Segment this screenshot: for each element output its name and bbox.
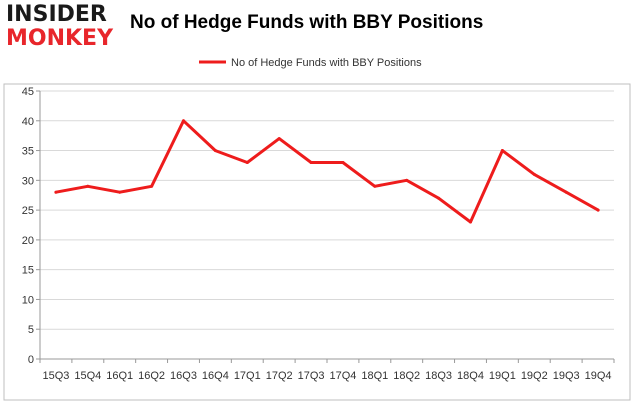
y-tick-label-15: 15 bbox=[22, 265, 34, 277]
x-tick-label-18Q2: 18Q2 bbox=[393, 370, 420, 382]
y-tick-label-0: 0 bbox=[28, 354, 34, 366]
data-point-17Q1 bbox=[245, 160, 249, 164]
data-point-17Q2 bbox=[277, 137, 281, 141]
y-tick-label-35: 35 bbox=[22, 146, 34, 158]
x-tick-label-18Q4: 18Q4 bbox=[457, 370, 484, 382]
x-tick-label-15Q3: 15Q3 bbox=[42, 370, 69, 382]
x-tick-label-16Q4: 16Q4 bbox=[202, 370, 229, 382]
data-point-15Q4 bbox=[86, 184, 90, 188]
x-tick-label-19Q3: 19Q3 bbox=[553, 370, 580, 382]
legend-label: No of Hedge Funds with BBY Positions bbox=[231, 57, 422, 69]
x-tick-label-16Q1: 16Q1 bbox=[106, 370, 133, 382]
plot-frame bbox=[3, 83, 631, 401]
x-tick-label-16Q3: 16Q3 bbox=[170, 370, 197, 382]
data-point-15Q3 bbox=[54, 190, 58, 194]
x-axis-ticks: 15Q3 15Q4 16Q1 16Q2 16Q3 16Q4 17Q1 17Q2 17Q3 17Q4… bbox=[39, 359, 615, 382]
x-tick-label-17Q1: 17Q1 bbox=[234, 370, 261, 382]
y-tick-label-25: 25 bbox=[22, 205, 34, 217]
y-tick-label-10: 10 bbox=[22, 294, 34, 306]
data-point-19Q3 bbox=[564, 190, 568, 194]
data-point-16Q2 bbox=[150, 184, 154, 188]
logo-line-monkey: MONKEY bbox=[6, 26, 114, 51]
grid-lines bbox=[39, 90, 614, 360]
data-point-16Q3 bbox=[182, 119, 185, 123]
series-layer bbox=[54, 119, 600, 224]
data-point-19Q4 bbox=[596, 208, 600, 212]
series-line-0 bbox=[54, 119, 600, 224]
x-tick-label-15Q4: 15Q4 bbox=[74, 370, 101, 382]
x-tick-label-18Q1: 18Q1 bbox=[361, 370, 388, 382]
data-point-17Q4 bbox=[341, 160, 345, 164]
x-tick-label-19Q4: 19Q4 bbox=[585, 370, 612, 382]
y-axis-ticks: 0 5 10 15 20 25 30 35 40 45 bbox=[22, 86, 40, 366]
x-tick-label-19Q1: 19Q1 bbox=[489, 370, 516, 382]
chart-title: No of Hedge Funds with BBY Positions bbox=[130, 12, 484, 33]
data-point-19Q2 bbox=[532, 172, 536, 176]
x-tick-label-17Q2: 17Q2 bbox=[266, 370, 293, 382]
legend: No of Hedge Funds with BBY Positions bbox=[199, 57, 422, 69]
data-point-18Q1 bbox=[373, 184, 377, 188]
y-tick-label-40: 40 bbox=[22, 116, 34, 128]
data-point-16Q1 bbox=[118, 190, 122, 194]
data-point-19Q1 bbox=[500, 149, 504, 153]
y-tick-label-20: 20 bbox=[22, 235, 34, 247]
insider-monkey-logo: INSIDER MONKEY bbox=[6, 4, 118, 54]
x-tick-label-16Q2: 16Q2 bbox=[138, 370, 165, 382]
data-point-18Q4 bbox=[469, 220, 472, 224]
data-point-18Q2 bbox=[405, 178, 409, 182]
data-point-17Q3 bbox=[309, 160, 313, 164]
data-point-18Q3 bbox=[437, 196, 441, 200]
x-tick-label-17Q3: 17Q3 bbox=[298, 370, 325, 382]
y-tick-label-5: 5 bbox=[28, 324, 34, 336]
x-tick-label-17Q4: 17Q4 bbox=[329, 370, 356, 382]
y-tick-label-45: 45 bbox=[22, 86, 34, 98]
y-tick-label-30: 30 bbox=[22, 175, 34, 187]
x-tick-label-19Q2: 19Q2 bbox=[521, 370, 548, 382]
logo-line-insider: INSIDER bbox=[6, 2, 107, 27]
data-point-16Q4 bbox=[213, 149, 217, 153]
x-tick-label-18Q3: 18Q3 bbox=[425, 370, 452, 382]
